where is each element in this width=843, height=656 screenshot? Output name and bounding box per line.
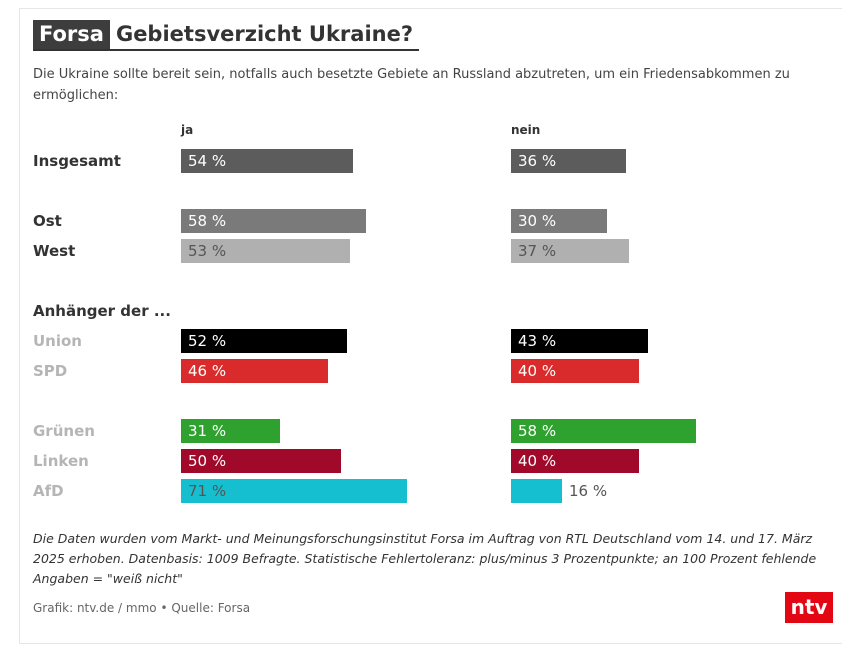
ntv-logo: ntv bbox=[785, 592, 833, 623]
bar-value-ja-gr-nen: 31 % bbox=[188, 422, 227, 440]
bar-value-nein-linken: 40 % bbox=[518, 452, 557, 470]
chart-title: Gebietsverzicht Ukraine? bbox=[115, 22, 414, 46]
chart-card bbox=[19, 8, 842, 644]
bar-ja-ost bbox=[181, 209, 366, 233]
column-header-nein: nein bbox=[511, 123, 541, 137]
chart-header: Forsa Gebietsverzicht Ukraine? bbox=[33, 20, 420, 51]
bar-ja-west bbox=[181, 239, 350, 263]
bar-value-ja-union: 52 % bbox=[188, 332, 227, 350]
chart-subtitle: Die Ukraine sollte bereit sein, notfalls… bbox=[33, 67, 790, 103]
bar-value-nein-spd: 40 % bbox=[518, 362, 557, 380]
bar-ja-insgesamt bbox=[181, 149, 353, 173]
bar-nein-spd bbox=[511, 359, 639, 383]
source-line: Grafik: ntv.de / mmo • Quelle: Forsa bbox=[33, 601, 251, 615]
bar-value-nein-ost: 30 % bbox=[518, 212, 557, 230]
bar-ja-linken bbox=[181, 449, 341, 473]
row-label-ost: Ost bbox=[33, 212, 62, 230]
bar-nein-west bbox=[511, 239, 629, 263]
bar-value-nein-afd: 16 % bbox=[569, 482, 608, 500]
bar-value-nein-gr-nen: 58 % bbox=[518, 422, 557, 440]
row-label-union: Union bbox=[33, 332, 82, 350]
bar-nein-ost bbox=[511, 209, 607, 233]
row-label-insgesamt: Insgesamt bbox=[33, 152, 121, 170]
bar-value-nein-insgesamt: 36 % bbox=[518, 152, 557, 170]
brand-label: Forsa bbox=[33, 20, 110, 49]
bar-ja-spd bbox=[181, 359, 328, 383]
bar-value-nein-union: 43 % bbox=[518, 332, 557, 350]
row-label-afd: AfD bbox=[33, 482, 64, 500]
bar-value-ja-insgesamt: 54 % bbox=[188, 152, 227, 170]
bar-ja-gr-nen bbox=[181, 419, 280, 443]
bar-nein-afd bbox=[511, 479, 562, 503]
row-label-spd: SPD bbox=[33, 362, 68, 380]
bar-ja-afd bbox=[181, 479, 407, 503]
row-label-west: West bbox=[33, 242, 76, 260]
row-label-gr-nen: Grünen bbox=[33, 422, 95, 440]
bar-nein-gr-nen bbox=[511, 419, 696, 443]
bar-nein-linken bbox=[511, 449, 639, 473]
bar-value-ja-linken: 50 % bbox=[188, 452, 227, 470]
row-label-linken: Linken bbox=[33, 452, 89, 470]
bar-value-ja-west: 53 % bbox=[188, 242, 227, 260]
bar-value-ja-afd: 71 % bbox=[188, 482, 227, 500]
bar-nein-insgesamt bbox=[511, 149, 626, 173]
bar-nein-union bbox=[511, 329, 648, 353]
group-label: Anhänger der ... bbox=[33, 302, 171, 320]
bar-value-ja-spd: 46 % bbox=[188, 362, 227, 380]
bar-value-nein-west: 37 % bbox=[518, 242, 557, 260]
methodology-note: Die Daten wurden vom Markt- und Meinungs… bbox=[33, 531, 817, 586]
column-header-ja: ja bbox=[181, 123, 194, 137]
bar-value-ja-ost: 58 % bbox=[188, 212, 227, 230]
bar-ja-union bbox=[181, 329, 347, 353]
